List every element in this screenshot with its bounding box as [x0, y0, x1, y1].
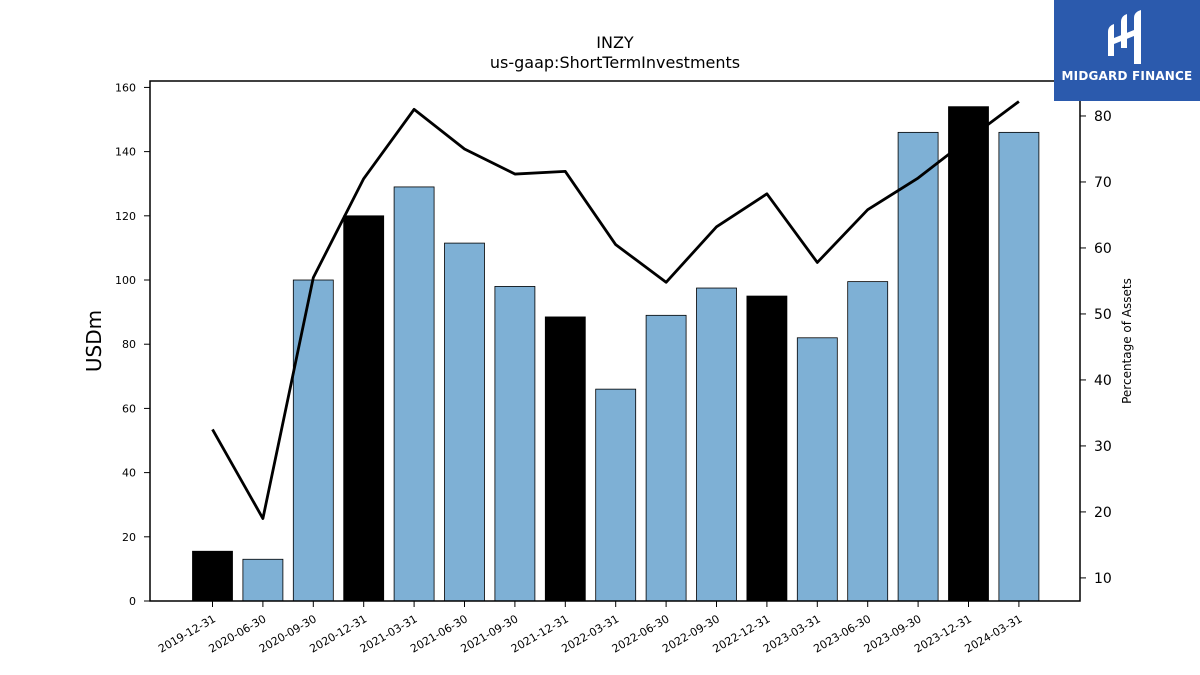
bar-2022-09-30: [696, 287, 737, 602]
y2-tick-label: 70: [1094, 175, 1112, 191]
y2-tick-label: 10: [1094, 571, 1112, 587]
y-axis-label: USDm: [82, 310, 106, 372]
y-tick-label: 40: [122, 467, 136, 480]
bar-2021-03-31: [393, 186, 435, 602]
bar-2022-12-31: [746, 295, 788, 602]
bar-2020-06-30: [242, 558, 284, 602]
bar-2023-03-31: [796, 337, 838, 602]
bar-2021-12-31: [544, 316, 586, 602]
bars-group: [192, 106, 1040, 602]
chart-title: INZY: [596, 33, 634, 52]
bar-2024-03-31: [998, 131, 1040, 602]
bar-2021-09-30: [494, 286, 536, 602]
y-tick-label: 80: [122, 338, 136, 351]
x-tick-label: 2024-03-31: [963, 612, 1025, 655]
y2-axis-label: Percentage of Assets: [1120, 278, 1134, 404]
y2-tick-label: 60: [1094, 241, 1112, 257]
bar-2023-12-31: [948, 106, 989, 602]
y2-tick-label: 50: [1094, 307, 1112, 323]
y2-axis-ticks: 10 20 30 40 50 60 70 80: [1080, 109, 1112, 587]
bar-2022-06-30: [645, 314, 687, 602]
y-tick-label: 60: [122, 402, 136, 415]
line-group: [211, 100, 1020, 520]
y-tick-label: 0: [129, 595, 136, 608]
y-tick-label: 140: [115, 146, 136, 159]
y2-tick-label: 40: [1094, 373, 1112, 389]
y2-tick-label: 80: [1094, 109, 1112, 125]
bar-2020-12-31: [343, 215, 385, 602]
y2-tick-label: 30: [1094, 439, 1112, 455]
bar-2021-06-30: [444, 242, 485, 602]
chart-subtitle: us-gaap:ShortTermInvestments: [490, 53, 740, 72]
bar-2020-09-30: [292, 279, 334, 602]
brand-logo: MIDGARD FINANCE: [1054, 0, 1200, 101]
bar-2022-03-31: [595, 388, 637, 602]
bar-2023-06-30: [847, 281, 889, 602]
y-axis-ticks: 0 20 40 60 80 100 120 140 160: [115, 81, 150, 608]
y-tick-label: 20: [122, 531, 136, 544]
percentage-line: [211, 100, 1020, 520]
y2-tick-label: 20: [1094, 505, 1112, 521]
y-tick-label: 120: [115, 210, 136, 223]
logo-mark-icon: [1108, 10, 1141, 64]
plot-frame: [149, 80, 1081, 602]
y-tick-label: 160: [115, 81, 136, 94]
bar-2023-09-30: [897, 131, 939, 602]
y-tick-label: 100: [115, 274, 136, 287]
x-axis-ticks: 2019-12-312020-06-302020-09-302020-12-31…: [156, 601, 1024, 656]
logo-text: MIDGARD FINANCE: [1061, 69, 1193, 83]
bar-2019-12-31: [192, 550, 233, 602]
